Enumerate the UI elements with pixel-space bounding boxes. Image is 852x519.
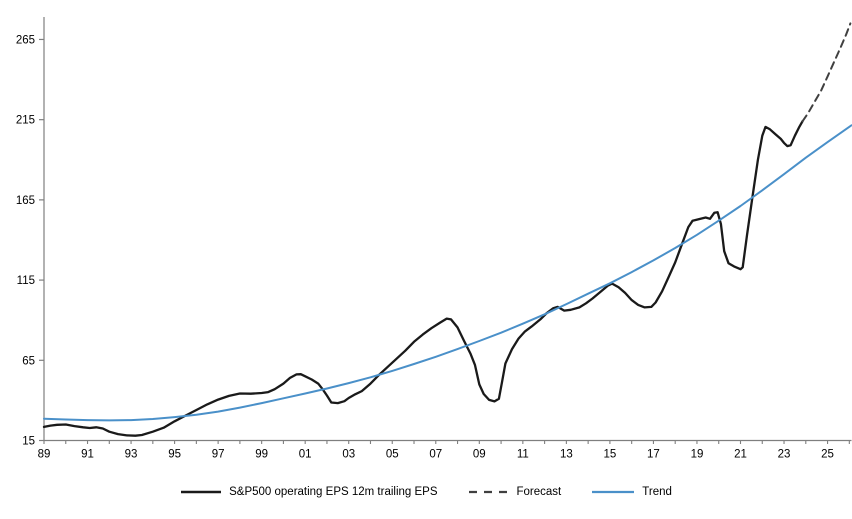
x-tick-label: 19 bbox=[691, 449, 704, 461]
x-tick-label: 05 bbox=[386, 449, 399, 461]
legend-item-eps: S&P500 operating EPS 12m trailing EPS bbox=[180, 486, 438, 498]
eps-series-path bbox=[42, 120, 804, 437]
x-tick-label: 21 bbox=[734, 449, 747, 461]
x-tick-label: 13 bbox=[560, 449, 573, 461]
x-tick-label: 15 bbox=[604, 449, 617, 461]
forecast-series-path bbox=[801, 22, 852, 123]
legend-item-forecast: Forecast bbox=[468, 486, 562, 498]
trend-series-path bbox=[43, 124, 852, 422]
x-tick-label: 23 bbox=[778, 449, 791, 461]
y-tick-label: 265 bbox=[16, 34, 35, 46]
x-tick-label: 97 bbox=[212, 449, 225, 461]
forecast-line-swatch-icon bbox=[468, 490, 509, 494]
legend-label-eps: S&P500 operating EPS 12m trailing EPS bbox=[229, 486, 438, 498]
x-tick-label: 07 bbox=[429, 449, 442, 461]
chart-legend: S&P500 operating EPS 12m trailing EPS Fo… bbox=[0, 486, 852, 498]
x-tick-label: 17 bbox=[647, 449, 660, 461]
x-tick-label: 03 bbox=[342, 449, 355, 461]
chart-area: 15 65 115 165 215 265 89 91 93 95 97 99 01 03 05 07 09 11… bbox=[16, 17, 852, 461]
x-tick-label: 93 bbox=[125, 449, 138, 461]
x-tick-label: 95 bbox=[168, 449, 181, 461]
y-tick-label: 215 bbox=[16, 115, 35, 127]
y-tick-label: 115 bbox=[17, 275, 35, 287]
x-tick-label: 09 bbox=[473, 449, 486, 461]
eps-chart: 15 65 115 165 215 265 89 91 93 95 97 99 01 03 05 07 09 11… bbox=[16, 17, 852, 461]
x-tick-label: 01 bbox=[299, 449, 312, 461]
x-tick-label: 91 bbox=[81, 449, 94, 461]
eps-line-swatch-icon bbox=[181, 490, 222, 494]
y-tick-label: 165 bbox=[16, 195, 35, 207]
y-tick-label: 65 bbox=[22, 355, 35, 367]
x-tick-label: 99 bbox=[255, 449, 268, 461]
x-tick-label: 89 bbox=[38, 449, 51, 461]
x-tick-label: 25 bbox=[821, 449, 834, 461]
legend-label-forecast: Forecast bbox=[516, 486, 562, 498]
x-tick-label: 11 bbox=[517, 449, 529, 461]
legend-item-trend: Trend bbox=[591, 486, 672, 498]
y-tick-label: 15 bbox=[22, 436, 35, 448]
legend-label-trend: Trend bbox=[642, 486, 672, 498]
trend-line-swatch-icon bbox=[592, 490, 635, 494]
